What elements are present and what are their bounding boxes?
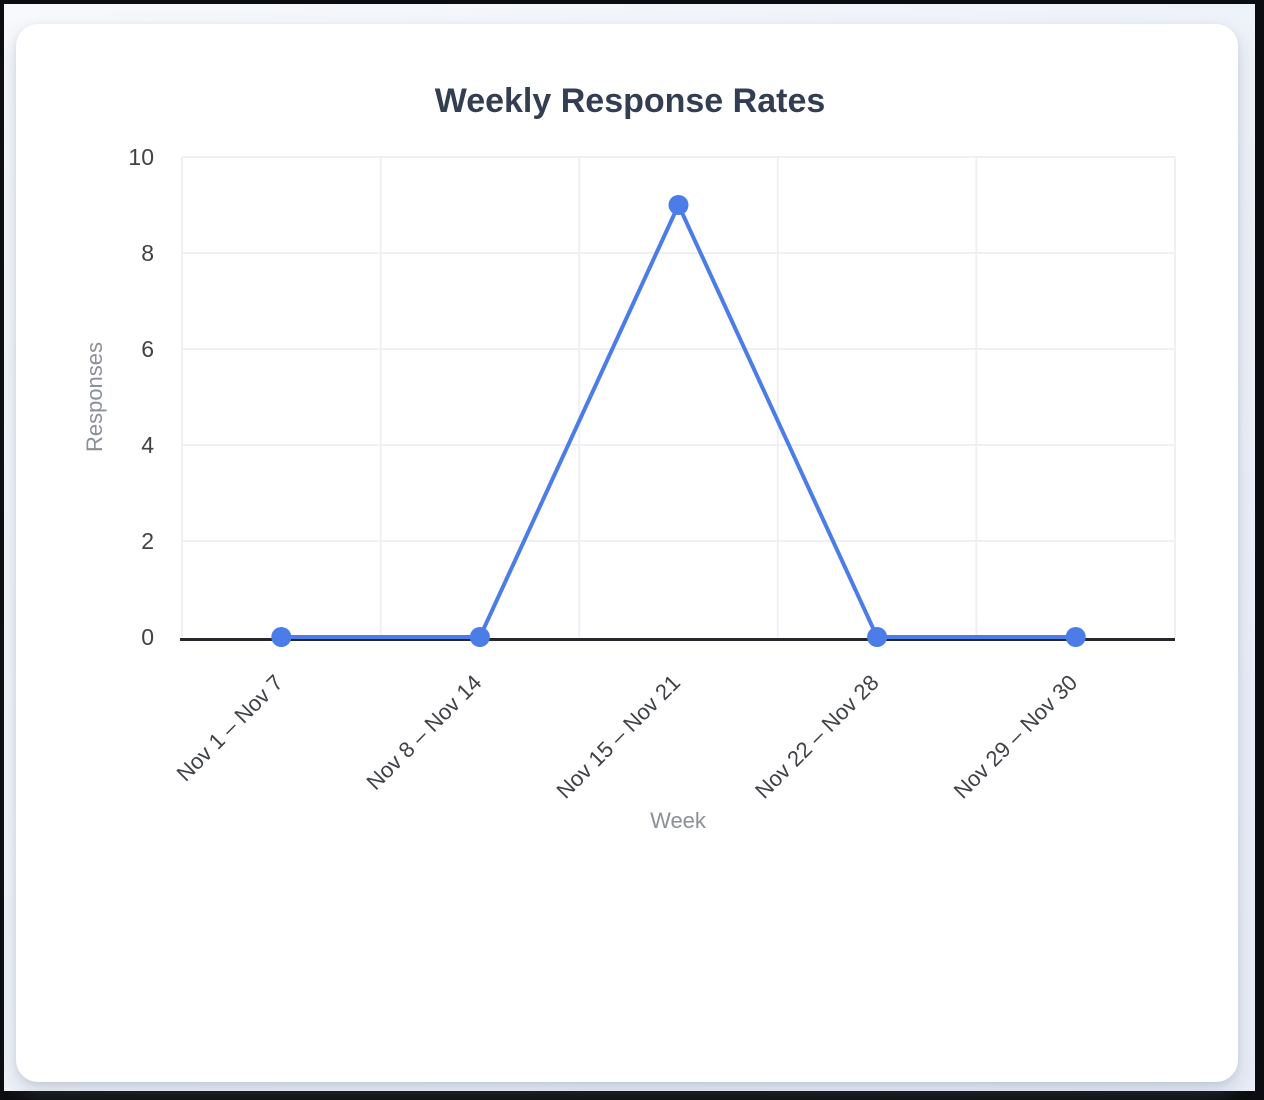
- y-tick-label: 2: [141, 528, 154, 554]
- data-point[interactable]: [1065, 627, 1086, 647]
- y-axis-title: Responses: [82, 342, 107, 452]
- x-tick-label: Nov 8 – Nov 14: [362, 670, 487, 795]
- data-point[interactable]: [668, 195, 689, 215]
- y-tick-label: 6: [141, 336, 154, 362]
- chart-title: Weekly Response Rates: [435, 82, 826, 120]
- x-tick-label: Nov 22 – Nov 28: [750, 670, 884, 804]
- weekly-response-chart[interactable]: 0 2 4 6 8 10 Nov 1 – Nov 7 Nov 8 – Nov 14 Nov 15…: [16, 24, 1238, 1082]
- x-axis-title: Week: [650, 808, 707, 833]
- data-point[interactable]: [469, 627, 490, 647]
- data-point[interactable]: [271, 627, 292, 647]
- data-point[interactable]: [867, 627, 888, 647]
- y-tick-label: 0: [141, 624, 154, 650]
- chart-layers: 0 2 4 6 8 10 Nov 1 – Nov 7 Nov 8 – Nov 14 Nov 15…: [128, 144, 1176, 804]
- x-tick-label: Nov 15 – Nov 21: [551, 670, 685, 804]
- x-tick-label: Nov 1 – Nov 7: [172, 670, 288, 786]
- y-tick-label: 4: [141, 432, 154, 458]
- y-tick-label: 8: [141, 240, 154, 266]
- chart-gridlines: [181, 156, 1176, 637]
- x-tick-label: Nov 29 – Nov 30: [949, 670, 1083, 804]
- series-line: [279, 203, 1078, 639]
- y-tick-label: 10: [128, 144, 154, 170]
- chart-card: 0 2 4 6 8 10 Nov 1 – Nov 7 Nov 8 – Nov 14 Nov 15…: [16, 24, 1238, 1082]
